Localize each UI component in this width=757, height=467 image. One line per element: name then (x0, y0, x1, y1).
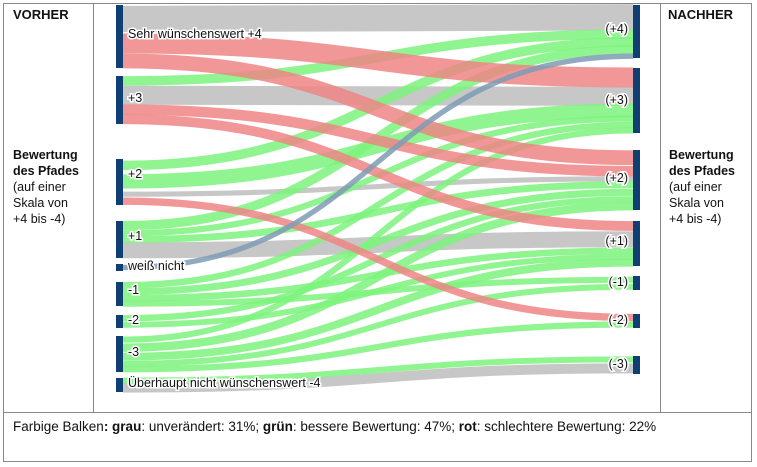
flows-group (122, 4, 634, 393)
right-desc-bold-2: des Pfades (669, 164, 736, 178)
caption-grau-text: : unverändert: 31%; (141, 419, 263, 434)
right-label--2: (-2) (609, 313, 628, 327)
caption-prefix: Farbige Balken (13, 419, 104, 434)
caption: Farbige Balken: grau: unverändert: 31%; … (13, 418, 738, 436)
flow-better-16 (122, 253, 634, 328)
flow-better-11 (122, 121, 634, 289)
left-node-+3 (116, 76, 123, 124)
flow-better-7 (122, 103, 634, 189)
flow-worse-24 (122, 53, 634, 166)
caption-divider (3, 412, 752, 413)
caption-rot-key: rot (458, 419, 477, 434)
left-label-+3: +3 (128, 91, 142, 105)
flow-better-21 (122, 321, 634, 373)
sankey-diagram: Sehr wünschenswert +4 +3 +2 +1 weiß nicht -1 -… (116, 4, 640, 393)
right-title: NACHHER (668, 7, 733, 22)
figure-border (3, 3, 752, 462)
left-node-+4 (116, 5, 123, 68)
flow-worse-26 (122, 114, 634, 231)
caption-grau-key: : grau (103, 419, 142, 434)
right-node--3 (633, 356, 640, 374)
left-desc-1: (auf einer (13, 180, 66, 194)
left-node--2 (116, 315, 123, 328)
left-desc-bold-1: Bewertung (13, 148, 78, 162)
left-divider (93, 3, 94, 413)
left-node-+1 (116, 221, 123, 258)
left-label-wn: weiß nicht (127, 259, 185, 273)
left-label-+2: +2 (128, 167, 142, 181)
right-desc-1: (auf einer (669, 180, 722, 194)
flow-worse-25 (122, 104, 634, 177)
flow-better-17 (122, 127, 634, 343)
left-label--4: Überhaupt nicht wünschenswert -4 (128, 376, 321, 390)
left-desc-2: Skala von (13, 196, 68, 210)
left-label--2: -2 (128, 313, 139, 327)
flow-worse-23 (122, 33, 634, 88)
flow-worse-27 (122, 197, 634, 322)
left-label--1: -1 (128, 283, 139, 297)
left-desc-3: +4 bis -4) (13, 212, 66, 226)
flow-unchanged-2 (122, 176, 634, 197)
flow-better-10 (122, 181, 634, 243)
left-label--3: -3 (128, 345, 139, 359)
left-title: VORHER (13, 7, 69, 22)
right-label--3: (-3) (609, 357, 628, 371)
left-label-+4: Sehr wünschenswert +4 (128, 27, 262, 41)
caption-rot-text: : schlechtere Bewertung: 22% (476, 419, 657, 434)
flow-unchanged-1 (122, 85, 634, 106)
right-description: Bewertung des Pfades (auf einer Skala vo… (669, 147, 735, 227)
left-node--4 (116, 378, 123, 392)
left-node--1 (116, 282, 123, 306)
caption-gruen-key: grün (262, 419, 293, 434)
flow-better-20 (122, 283, 634, 367)
right-node-+4 (633, 5, 640, 58)
right-node-+3 (633, 68, 640, 133)
left-node--3 (116, 336, 123, 372)
flow-better-12 (122, 188, 634, 296)
caption-gruen-text: : bessere Bewertung: 47%; (292, 419, 459, 434)
right-label-+2: (+2) (605, 171, 628, 185)
right-desc-3: +4 bis -4) (669, 212, 722, 226)
flow-better-19 (122, 258, 634, 361)
left-description: Bewertung des Pfades (auf einer Skala vo… (13, 147, 79, 227)
right-label-+3: (+3) (605, 93, 628, 107)
right-node-+2 (633, 150, 640, 210)
right-node-+1 (633, 221, 640, 266)
flow-better-22 (122, 356, 634, 384)
left-node-+2 (116, 159, 123, 205)
left-desc-bold-2: des Pfades (13, 164, 80, 178)
flow-better-18 (122, 201, 634, 352)
right-node--2 (633, 314, 640, 328)
right-label--1: (-1) (609, 275, 628, 289)
flow-unknown-28 (122, 53, 634, 271)
left-node-wn (116, 264, 123, 271)
left-label-+1: +1 (128, 229, 142, 243)
right-desc-bold-1: Bewertung (669, 148, 734, 162)
right-divider (660, 3, 661, 413)
nodes-group (116, 5, 640, 392)
flow-unchanged-0 (122, 4, 634, 33)
right-node--1 (633, 276, 640, 290)
flow-unchanged-4 (122, 363, 634, 393)
right-desc-2: Skala von (669, 196, 724, 210)
right-label-+1: (+1) (605, 234, 628, 248)
right-label-+4: (+4) (605, 22, 628, 36)
labels-group: Sehr wünschenswert +4 +3 +2 +1 weiß nicht -1 -… (126, 21, 630, 392)
